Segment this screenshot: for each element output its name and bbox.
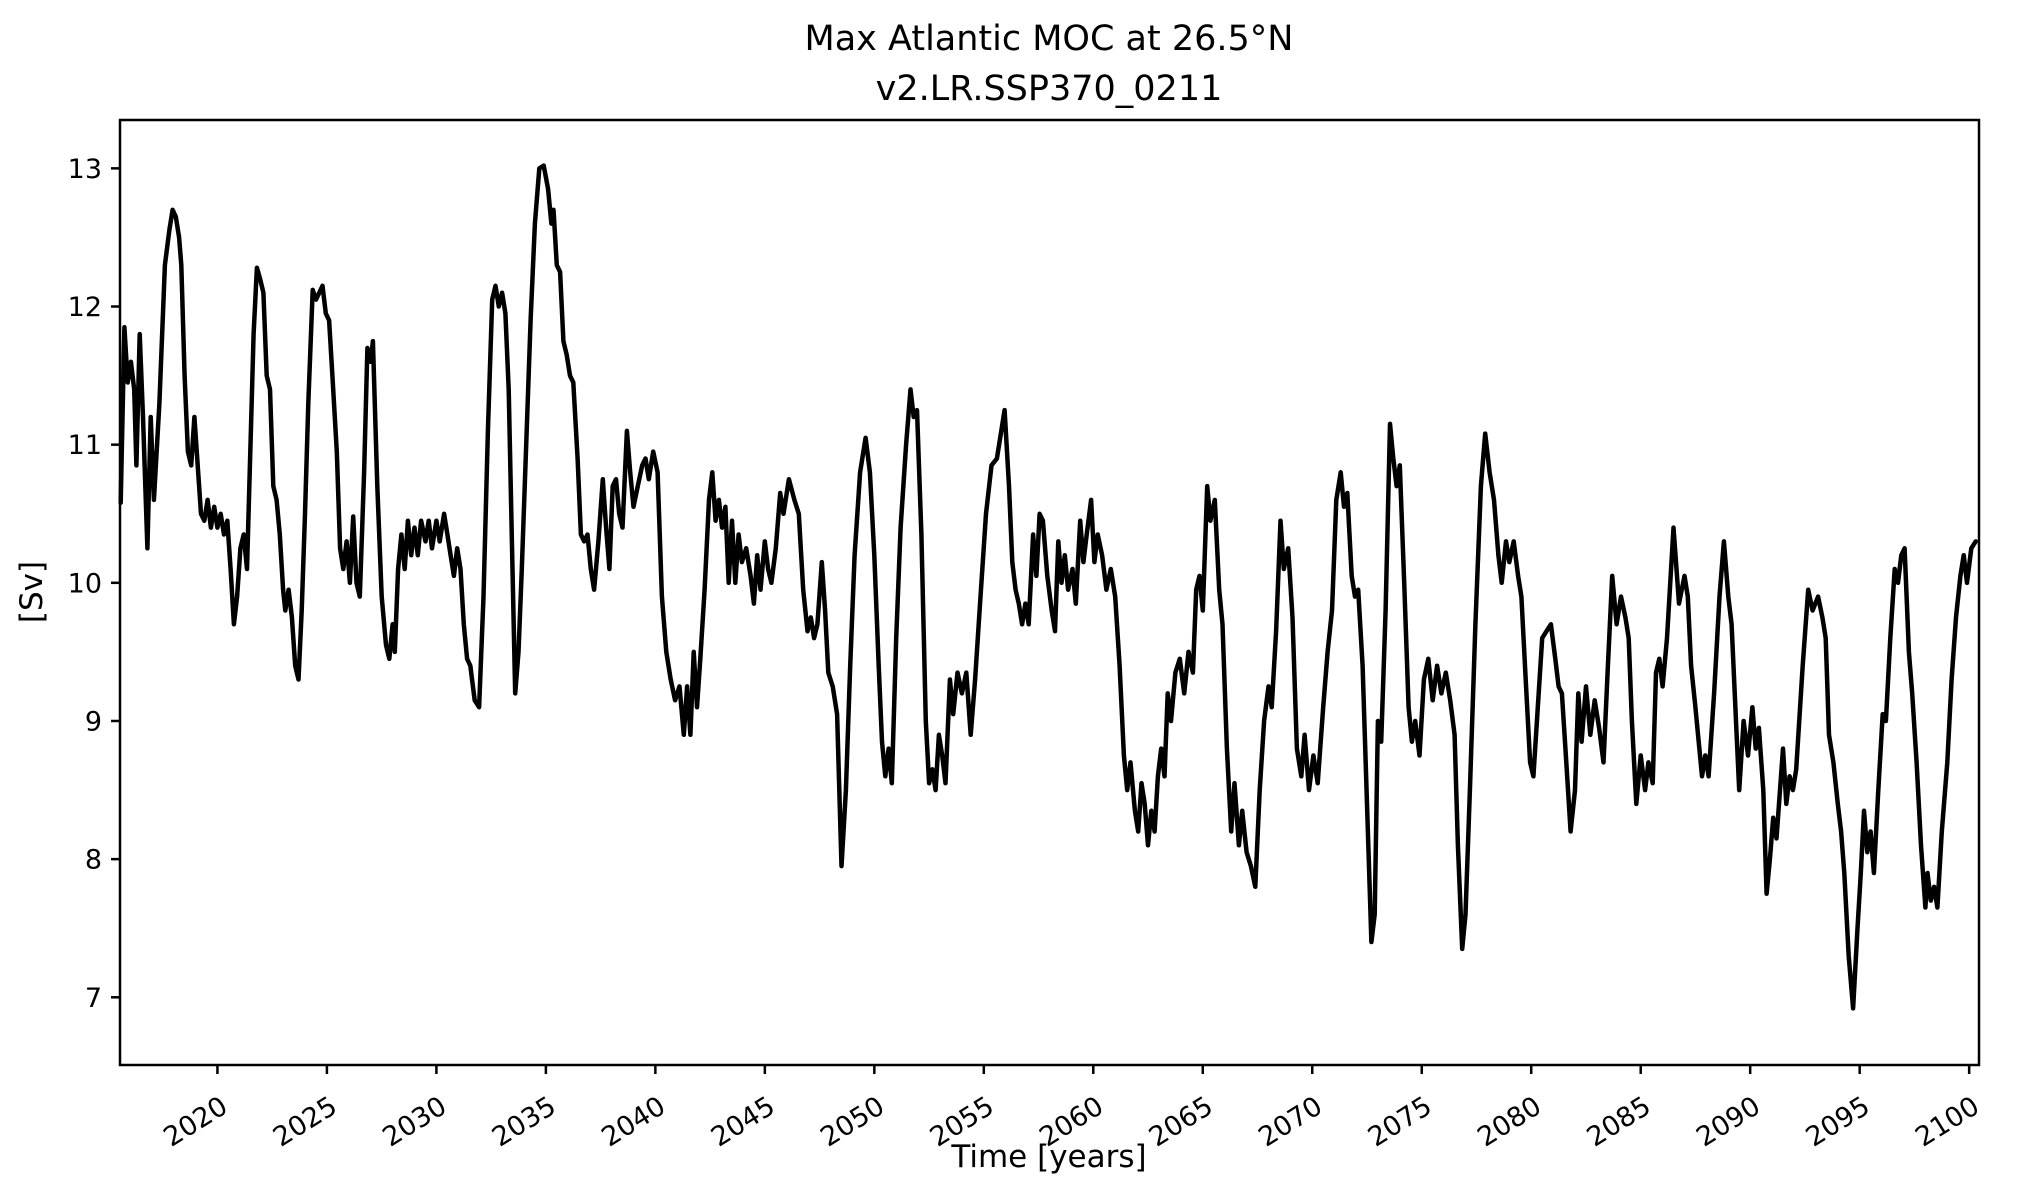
x-tick-label: 2070	[1253, 1091, 1328, 1154]
y-axis-tick-labels: 7 8 9 10 11 12 13	[68, 154, 102, 1014]
x-tick-label: 2100	[1910, 1091, 1985, 1154]
x-tick-label: 2085	[1582, 1091, 1657, 1154]
x-tick-label: 2050	[815, 1091, 890, 1154]
y-tick-label: 13	[68, 154, 102, 185]
x-tick-label: 2095	[1801, 1091, 1876, 1154]
x-tick-label: 2090	[1691, 1091, 1766, 1154]
y-tick-label: 9	[85, 706, 102, 737]
chart-subtitle: v2.LR.SSP370_0211	[876, 69, 1223, 109]
chart-title: Max Atlantic MOC at 26.5°N	[805, 19, 1294, 59]
y-tick-label: 12	[68, 292, 102, 323]
x-tick-label: 2025	[268, 1091, 343, 1154]
x-axis-label: Time [years]	[950, 1139, 1146, 1175]
x-tick-label: 2075	[1363, 1091, 1438, 1154]
y-tick-label: 11	[68, 430, 102, 461]
y-axis-label: [Sv]	[14, 561, 50, 623]
x-tick-label: 2080	[1472, 1091, 1547, 1154]
x-tick-label: 2030	[377, 1091, 452, 1154]
x-tick-label: 2020	[158, 1091, 233, 1154]
x-tick-label: 2035	[487, 1091, 562, 1154]
x-tick-label: 2040	[596, 1091, 671, 1154]
y-axis-ticks	[111, 167, 120, 999]
y-tick-label: 10	[68, 568, 102, 599]
x-tick-label: 2065	[1144, 1091, 1219, 1154]
y-tick-label: 7	[85, 983, 102, 1014]
x-tick-label: 2045	[706, 1091, 781, 1154]
y-tick-label: 8	[85, 845, 102, 876]
plot-frame	[118, 118, 1981, 1067]
x-axis-ticks	[216, 1065, 1971, 1074]
amoc-line-series	[118, 163, 1978, 1011]
